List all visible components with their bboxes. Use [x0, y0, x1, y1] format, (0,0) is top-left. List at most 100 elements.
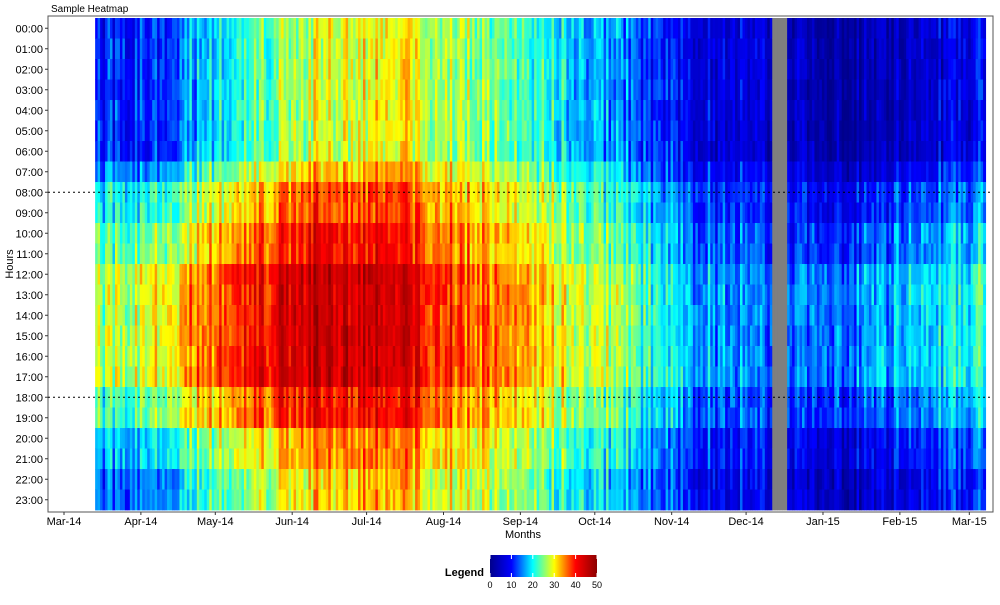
heatmap-cell	[95, 448, 99, 470]
heatmap-cell	[214, 305, 218, 326]
heatmap-cell	[467, 161, 471, 183]
heatmap-cell	[558, 264, 562, 285]
heatmap-cell	[107, 243, 111, 265]
heatmap-cell	[110, 141, 113, 162]
heatmap-cell	[489, 264, 493, 285]
heatmap-cell	[603, 387, 607, 408]
heatmap-cell	[268, 79, 272, 101]
heatmap-cell	[591, 182, 595, 203]
heatmap-cell	[355, 489, 359, 511]
heatmap-cell	[167, 428, 171, 449]
heatmap-cell	[157, 38, 161, 60]
heatmap-cell	[390, 407, 394, 429]
heatmap-cell	[209, 120, 213, 142]
heatmap-cell	[385, 346, 389, 367]
heatmap-cell	[236, 428, 240, 449]
heatmap-cell	[348, 38, 352, 60]
heatmap-cell	[335, 161, 339, 183]
heatmap-cell	[578, 223, 582, 244]
heatmap-cell	[452, 141, 456, 162]
heatmap-cell	[558, 223, 562, 244]
heatmap-cell	[437, 141, 441, 162]
heatmap-cell	[343, 448, 347, 470]
heatmap-cell	[286, 202, 290, 224]
heatmap-cell	[496, 448, 500, 470]
heatmap-cell	[519, 223, 523, 244]
heatmap-cell	[144, 243, 148, 265]
heatmap-cell	[199, 366, 203, 388]
heatmap-cell	[434, 59, 438, 80]
heatmap-cell	[397, 448, 401, 470]
heatmap-cell	[395, 18, 399, 39]
heatmap-cell	[258, 79, 262, 101]
heatmap-cell	[340, 366, 344, 388]
heatmap-cell	[201, 141, 205, 162]
heatmap-cell	[216, 243, 220, 265]
heatmap-cell	[422, 202, 426, 224]
heatmap-cell	[534, 387, 538, 408]
heatmap-cell	[335, 305, 339, 326]
heatmap-cell	[107, 428, 111, 449]
heatmap-cell	[110, 38, 113, 60]
heatmap-cell	[157, 489, 161, 511]
heatmap-cell	[358, 407, 362, 429]
heatmap-cell	[278, 264, 282, 285]
heatmap-cell	[593, 59, 597, 80]
heatmap-cell	[499, 18, 503, 39]
heatmap-cell	[338, 264, 342, 285]
heatmap-cell	[467, 202, 471, 224]
heatmap-cell	[571, 223, 575, 244]
heatmap-cell	[338, 79, 342, 101]
heatmap-cell	[434, 305, 438, 326]
heatmap-cell	[278, 223, 282, 244]
heatmap-cell	[119, 305, 123, 326]
heatmap-cell	[474, 18, 478, 39]
heatmap-cell	[434, 387, 438, 408]
heatmap-cell	[514, 284, 518, 306]
heatmap-cell	[266, 38, 270, 60]
heatmap-cell	[184, 325, 188, 347]
heatmap-cell	[273, 448, 277, 470]
heatmap-cell	[338, 448, 342, 470]
heatmap-cell	[539, 120, 543, 142]
heatmap-cell	[367, 305, 371, 326]
heatmap-cell	[553, 264, 557, 285]
heatmap-cell	[539, 79, 543, 101]
heatmap-cell	[573, 325, 577, 347]
heatmap-cell	[474, 346, 478, 367]
heatmap-cell	[514, 38, 518, 60]
heatmap-cell	[593, 141, 597, 162]
heatmap-cell	[117, 284, 121, 306]
heatmap-cell	[472, 366, 476, 388]
heatmap-cell	[420, 141, 424, 162]
heatmap-cell	[333, 161, 337, 183]
heatmap-cell	[385, 469, 389, 490]
heatmap-cell	[511, 141, 515, 162]
heatmap-cell	[385, 79, 389, 101]
heatmap-cell	[281, 223, 285, 244]
heatmap-cell	[536, 161, 540, 183]
heatmap-cell	[231, 202, 235, 224]
heatmap-cell	[300, 223, 304, 244]
heatmap-cell	[224, 428, 228, 449]
heatmap-cell	[499, 100, 503, 121]
heatmap-cell	[323, 202, 327, 224]
heatmap-cell	[566, 182, 570, 203]
heatmap-cell	[454, 223, 458, 244]
heatmap-cell	[442, 366, 446, 388]
heatmap-cell	[405, 346, 409, 367]
heatmap-cell	[107, 346, 111, 367]
heatmap-cell	[350, 264, 354, 285]
heatmap-cell	[467, 264, 471, 285]
heatmap-cell	[499, 366, 503, 388]
heatmap-cell	[519, 448, 523, 470]
heatmap-cell	[561, 387, 565, 408]
heatmap-cell	[268, 141, 272, 162]
heatmap-cell	[601, 161, 605, 183]
heatmap-cell	[229, 407, 233, 429]
heatmap-cell	[417, 243, 421, 265]
heatmap-cell	[231, 161, 235, 183]
heatmap-cell	[281, 448, 285, 470]
heatmap-cell	[184, 223, 188, 244]
heatmap-cell	[194, 141, 198, 162]
